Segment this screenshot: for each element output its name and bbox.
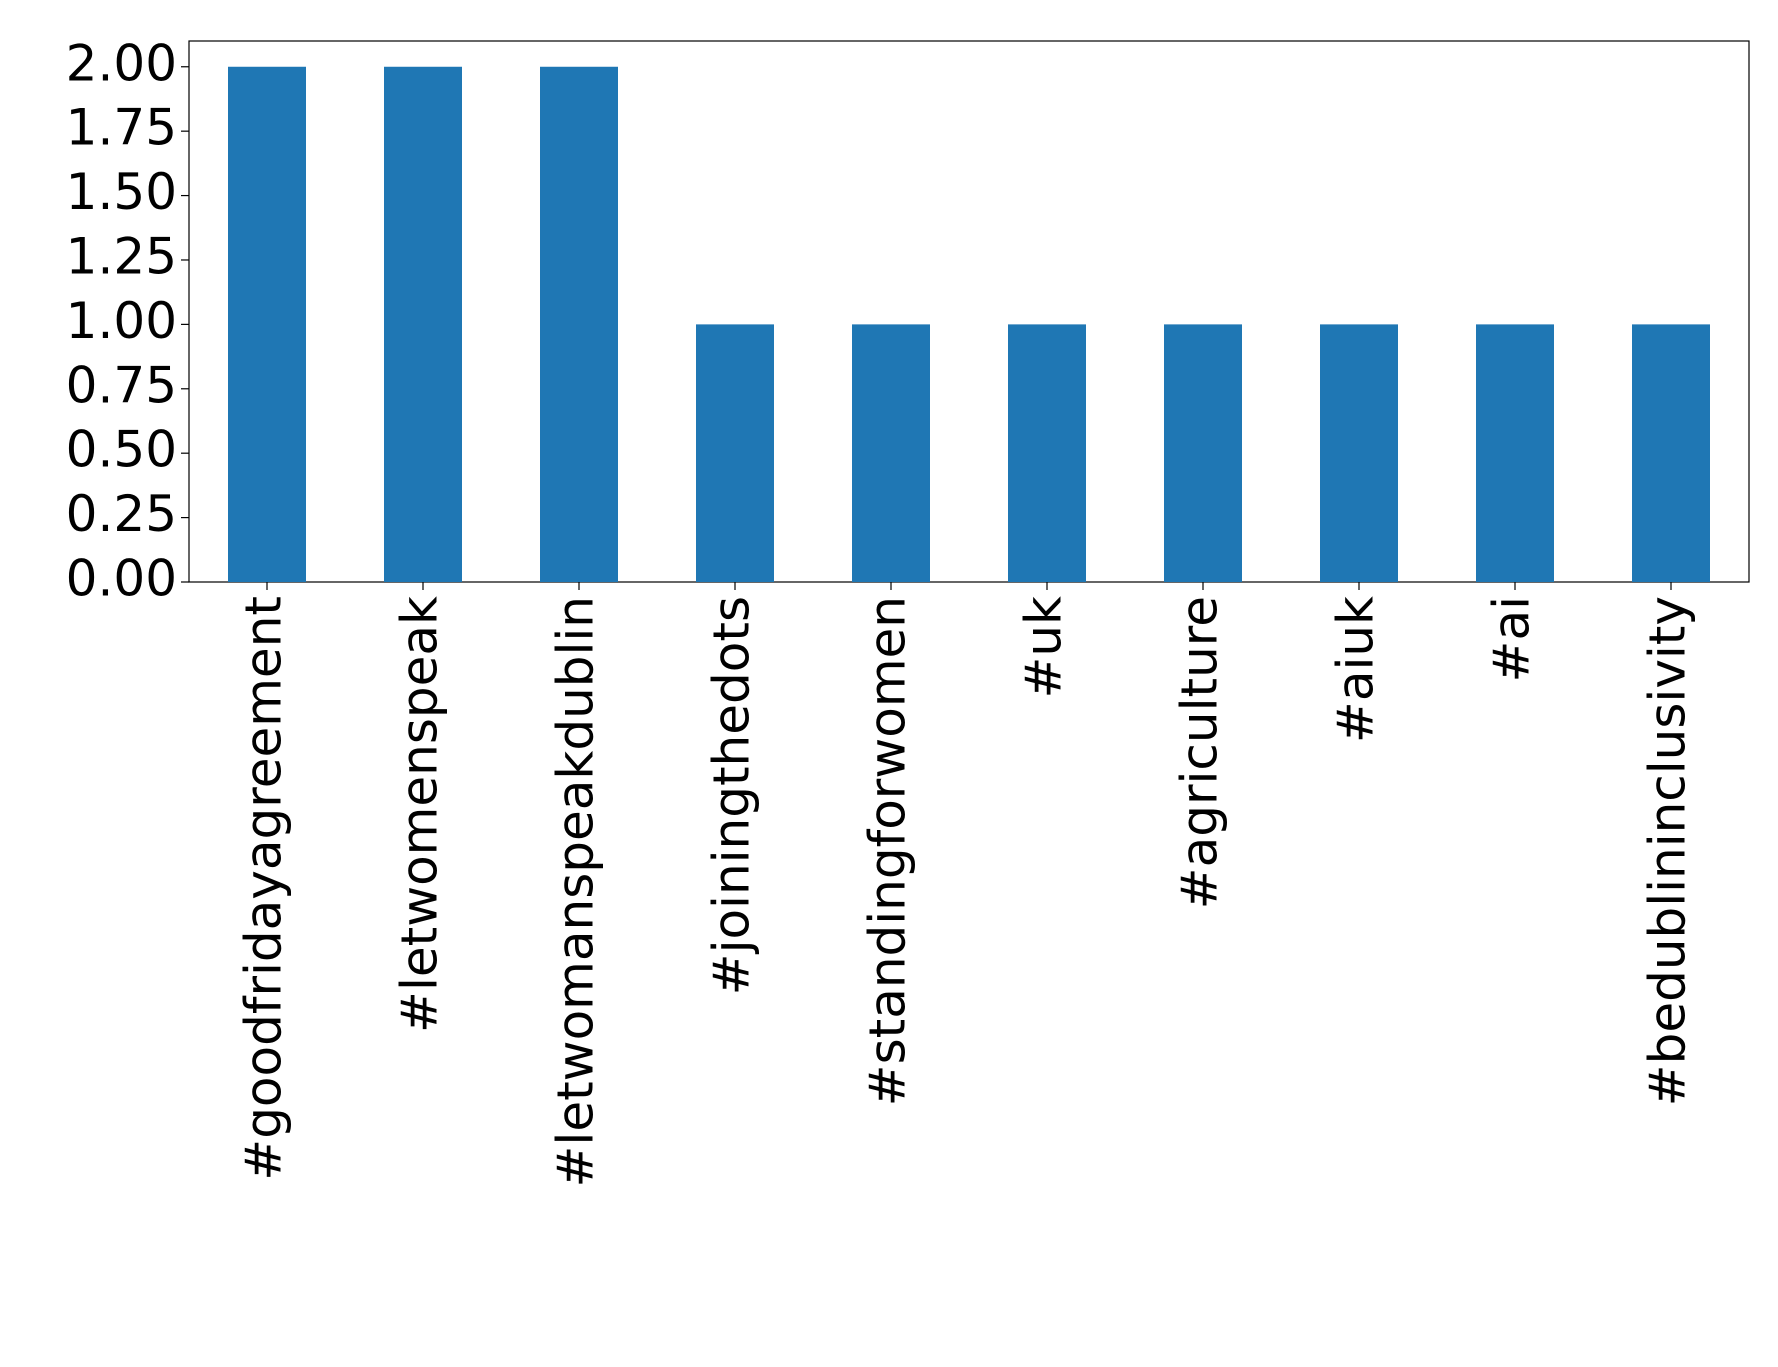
x-tick-label: #goodfridayagreement bbox=[235, 596, 293, 1181]
y-tick-label: 1.00 bbox=[66, 292, 177, 350]
x-tick-label: #bedublininclusivity bbox=[1639, 596, 1697, 1106]
y-tick-label: 0.25 bbox=[66, 485, 177, 543]
y-tick-label: 1.25 bbox=[66, 227, 177, 285]
y-tick-label: 0.75 bbox=[66, 356, 177, 414]
bar bbox=[1164, 324, 1242, 582]
x-tick-label: #standingforwomen bbox=[859, 596, 917, 1106]
x-tick-label: #joiningthedots bbox=[703, 596, 761, 995]
bar bbox=[384, 66, 462, 582]
bar bbox=[1632, 324, 1710, 582]
bar bbox=[540, 66, 618, 582]
bar bbox=[1476, 324, 1554, 582]
x-tick-label: #agriculture bbox=[1171, 596, 1229, 909]
x-tick-label: #letwomanspeakdublin bbox=[547, 596, 605, 1187]
y-tick-label: 0.50 bbox=[66, 421, 177, 479]
y-tick-label: 1.50 bbox=[66, 163, 177, 221]
x-tick-label: #ai bbox=[1483, 596, 1541, 682]
x-tick-label: #aiuk bbox=[1327, 596, 1385, 743]
bar bbox=[1008, 324, 1086, 582]
bar bbox=[228, 66, 306, 582]
bar bbox=[852, 324, 930, 582]
x-tick-label: #uk bbox=[1015, 596, 1073, 699]
y-tick-label: 0.00 bbox=[66, 550, 177, 608]
bar bbox=[1320, 324, 1398, 582]
plot-frame bbox=[188, 40, 1750, 583]
y-tick-label: 2.00 bbox=[66, 34, 177, 92]
bar bbox=[696, 324, 774, 582]
x-tick-label: #letwomenspeak bbox=[391, 596, 449, 1033]
y-tick-label: 1.75 bbox=[66, 99, 177, 157]
